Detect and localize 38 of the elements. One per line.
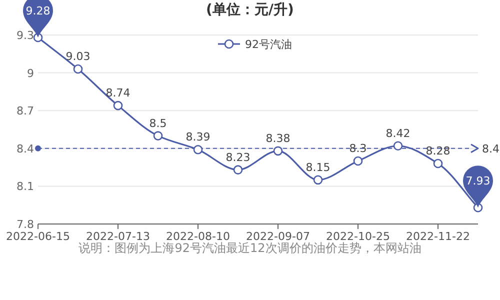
chart-title: (单位：元/升) xyxy=(206,1,294,18)
point xyxy=(73,64,83,74)
data-label: 8.5 xyxy=(149,116,167,130)
x-tick-label: 2022-10-25 xyxy=(326,230,390,243)
point xyxy=(313,175,323,185)
x-tick-label: 2022-06-15 xyxy=(6,230,70,243)
point xyxy=(273,146,283,156)
point xyxy=(113,100,123,110)
y-tick-label: 9.3 xyxy=(16,29,34,42)
ref-line-label: 8.4 xyxy=(482,142,500,156)
y-tick-label: 8.4 xyxy=(16,142,34,156)
data-label: 8.39 xyxy=(186,130,210,144)
x-tick-label: 2022-09-07 xyxy=(246,230,310,243)
data-label: 8.15 xyxy=(306,160,330,174)
data-label: 8.23 xyxy=(226,150,250,164)
data-label: 8.42 xyxy=(386,126,410,140)
y-tick-label: 8.7 xyxy=(16,104,34,118)
x-tick-label: 2022-08-10 xyxy=(166,230,230,243)
text: 说明：图例为上海92号汽油最近12次调价的油价走势，本网站油 xyxy=(78,241,422,255)
legend-label: 92号汽油 xyxy=(245,38,292,51)
data-label: 8.74 xyxy=(106,86,130,100)
point xyxy=(353,156,363,166)
y-tick-label: 9 xyxy=(27,66,34,80)
point xyxy=(233,165,243,174)
point xyxy=(433,158,443,168)
data-label: 8.3 xyxy=(349,142,367,155)
point xyxy=(193,145,203,154)
data-label: 8.28 xyxy=(426,144,450,158)
annotation: 9.28 xyxy=(26,4,50,18)
data-label: 8.38 xyxy=(266,132,290,145)
x-tick-label: 2022-07-13 xyxy=(86,230,150,243)
y-tick-label: 8.1 xyxy=(16,180,34,194)
annotation: 7.93 xyxy=(466,174,490,188)
y-tick-label: 7.8 xyxy=(16,218,34,231)
point xyxy=(393,141,403,151)
data-label: 9.03 xyxy=(66,50,90,64)
x-tick-label: 2022-11-22 xyxy=(406,230,470,243)
point xyxy=(153,131,163,140)
